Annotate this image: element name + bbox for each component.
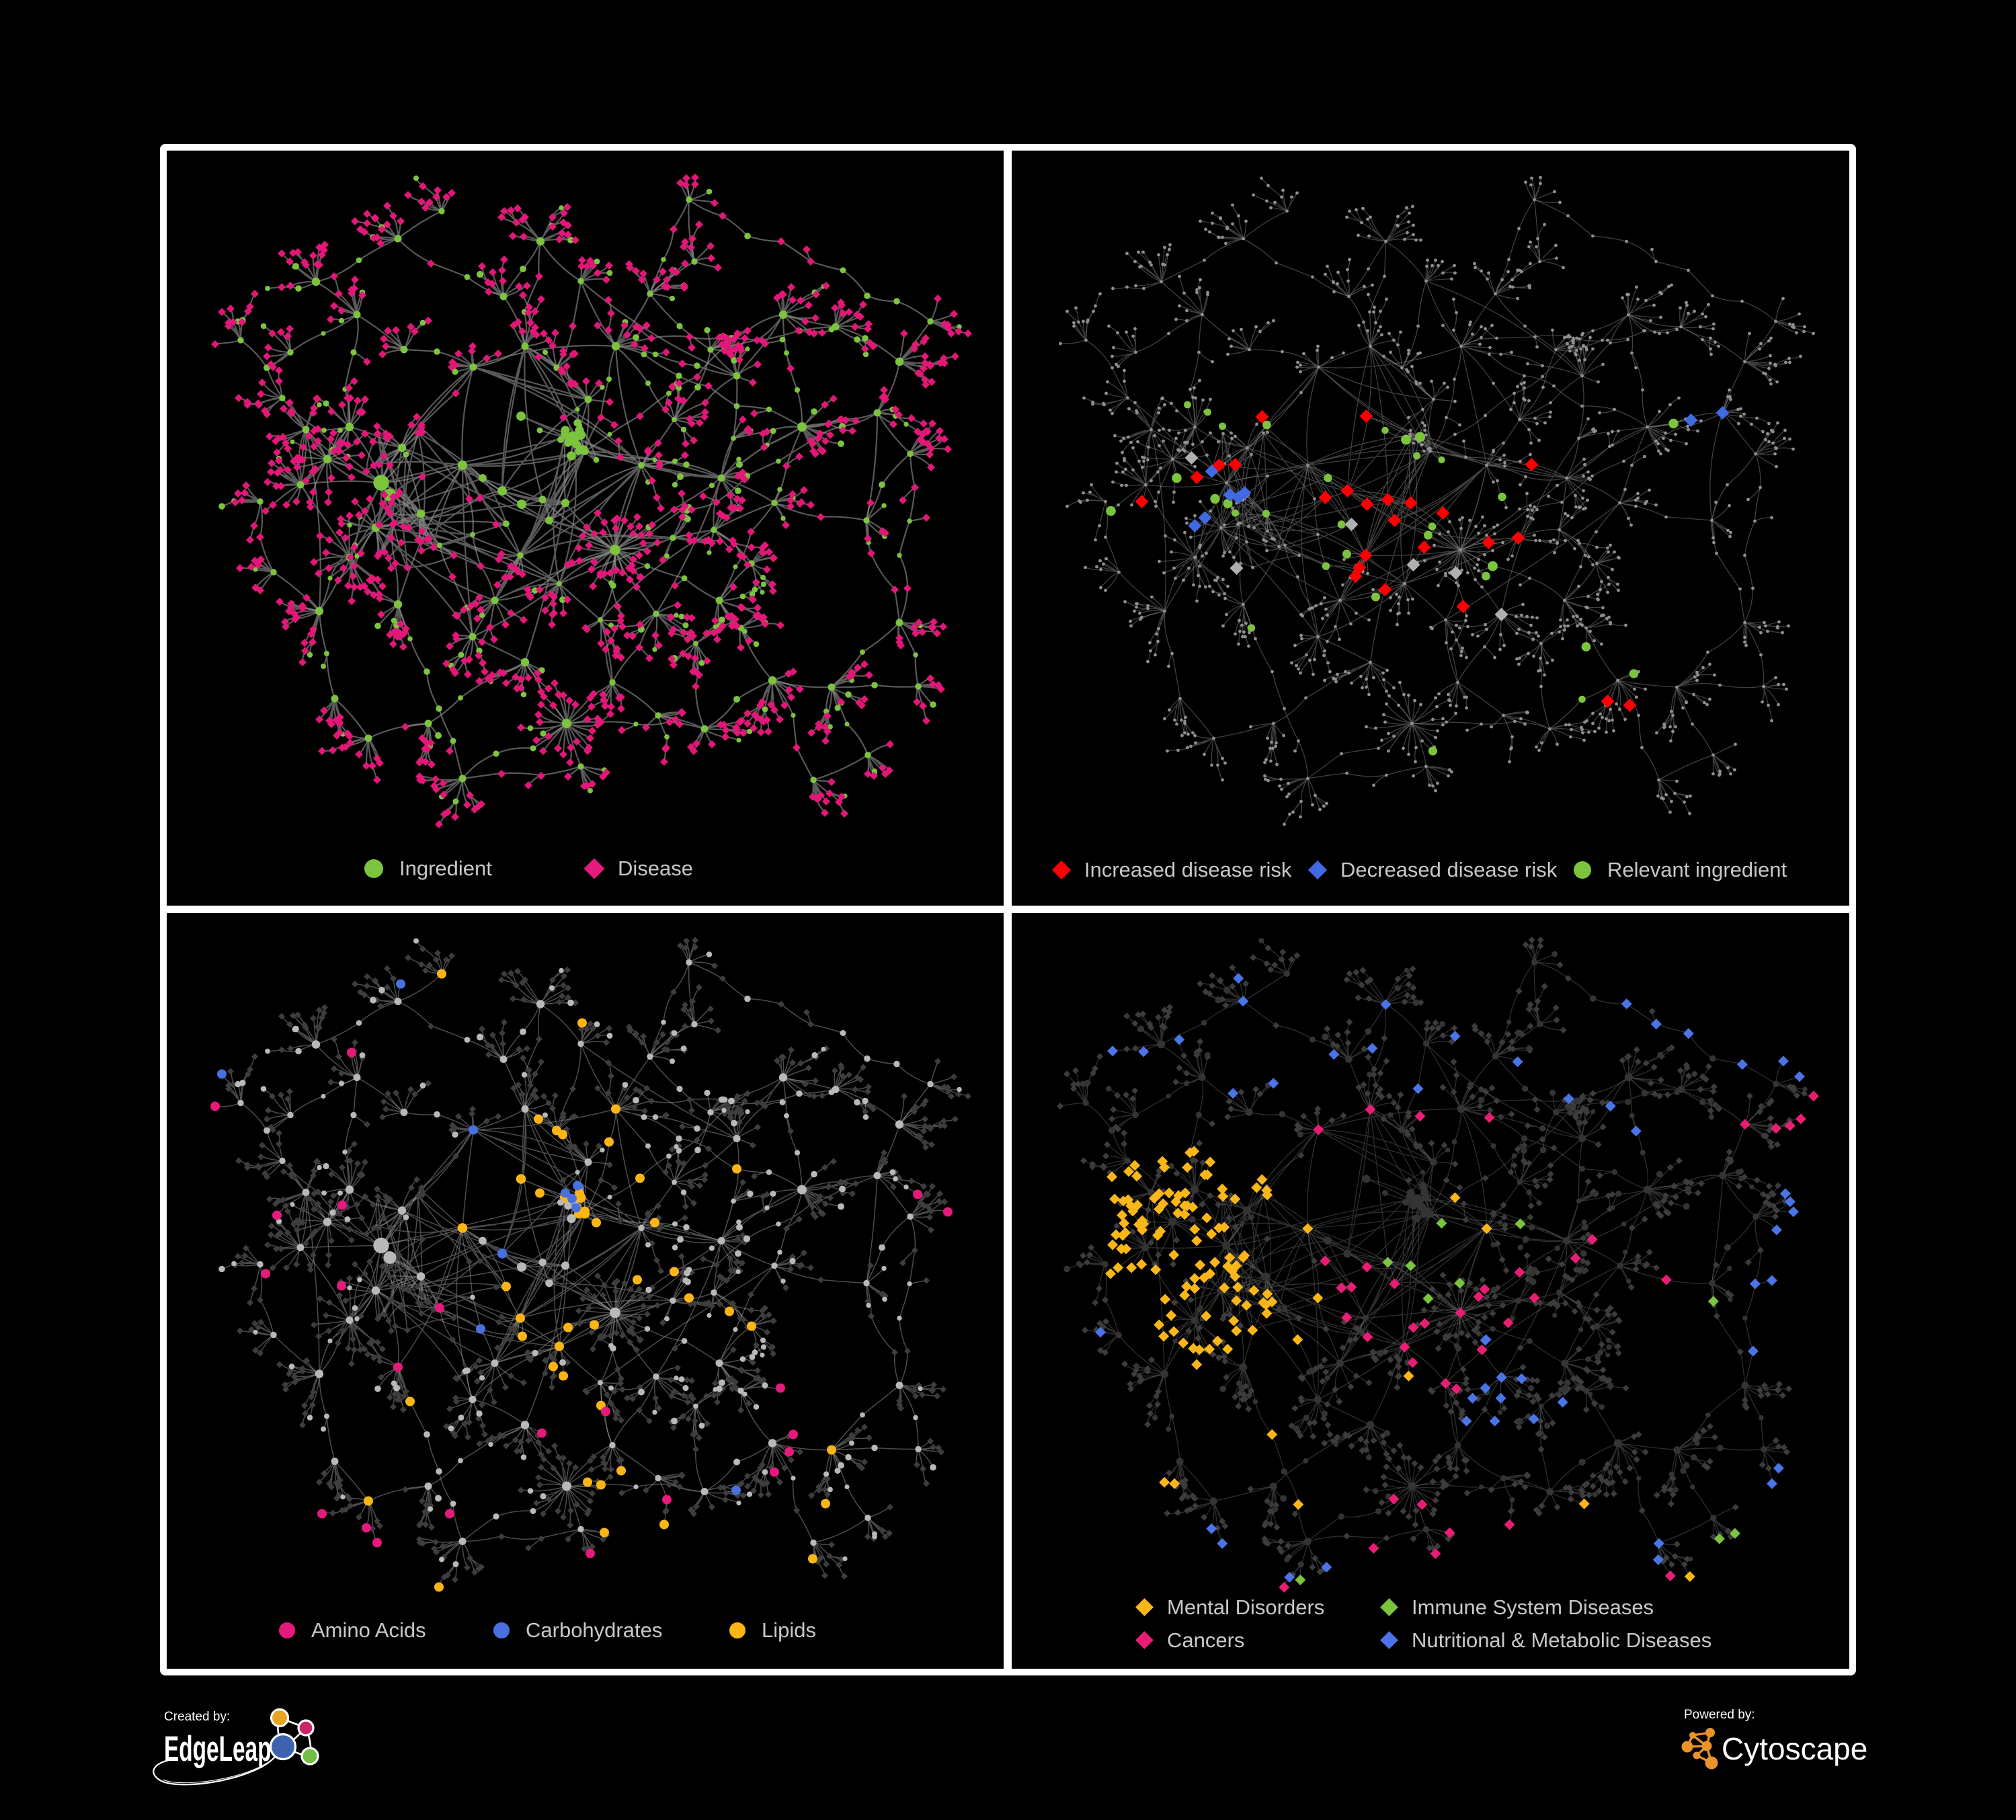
svg-text:EdgeLeap: EdgeLeap (164, 1729, 272, 1769)
svg-text:Cytoscape: Cytoscape (1722, 1731, 1867, 1766)
